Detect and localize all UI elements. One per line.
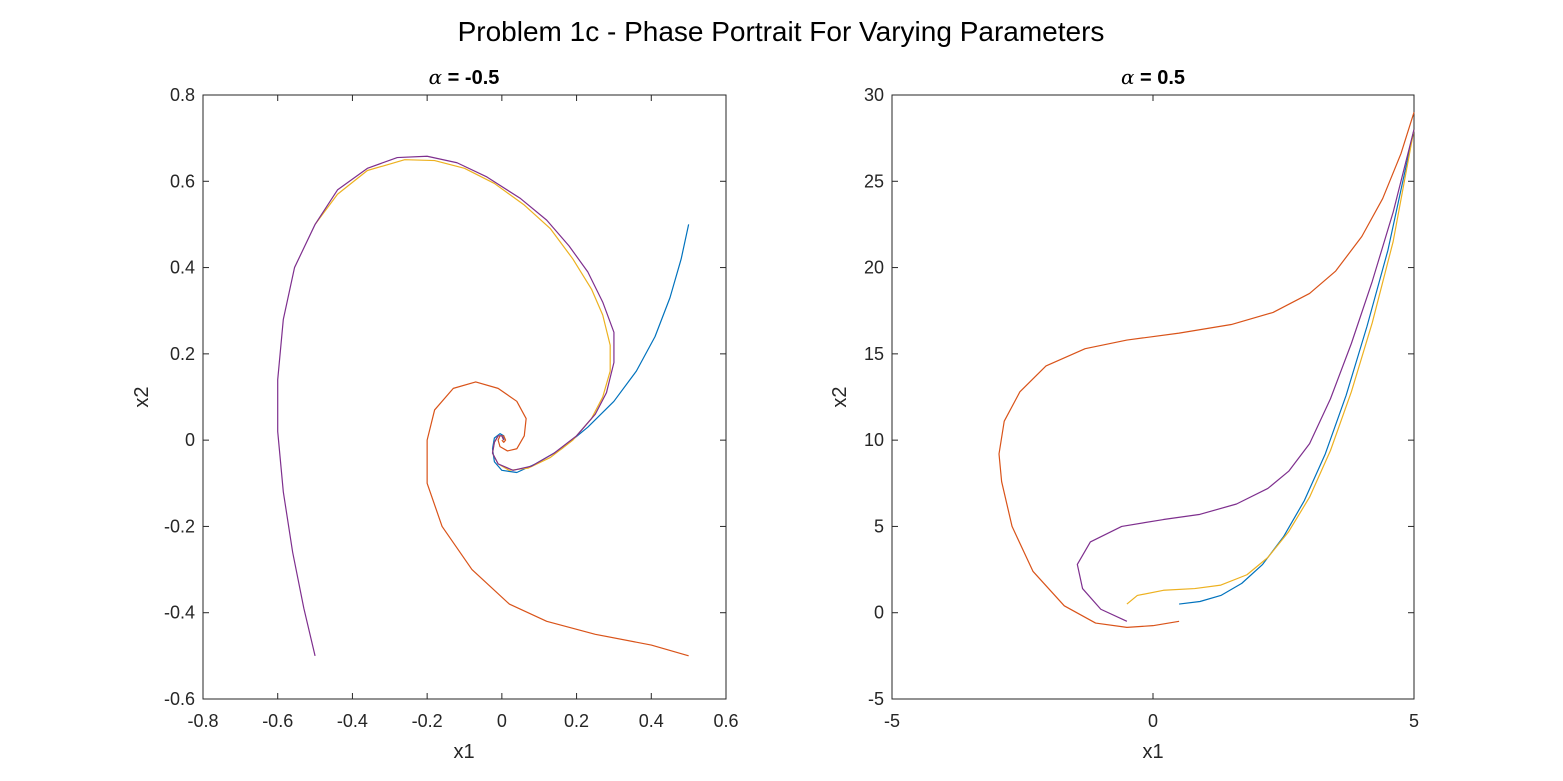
x-tick-label: -0.4 [337, 711, 368, 731]
y-tick-label: -0.6 [164, 689, 195, 709]
plot-area-right [891, 94, 1415, 700]
y-tick-label: 30 [864, 85, 884, 105]
x-tick-label: 0.6 [713, 711, 738, 731]
series-line-left-4 [277, 155, 615, 656]
y-axis-label-right: x2 [829, 386, 851, 407]
alpha-value: = -0.5 [442, 67, 499, 89]
y-tick-label: 20 [864, 258, 884, 278]
x-tick-label: 0.2 [564, 711, 589, 731]
axes-title-left: α = -0.5 [429, 65, 500, 89]
y-tick-label: 0.8 [170, 85, 195, 105]
x-tick-label: -5 [884, 711, 900, 731]
figure-title: Problem 1c - Phase Portrait For Varying … [458, 16, 1105, 47]
y-tick-label: 25 [864, 171, 884, 191]
alpha-symbol: α [429, 65, 443, 89]
series-right [998, 112, 1415, 628]
x-tick-label: 0 [497, 711, 507, 731]
x-tick-label: -0.6 [262, 711, 293, 731]
axes-right: α = 0.5 -5 0 5 -5 0 5 10 15 20 25 30 x1 x2 [829, 65, 1419, 763]
alpha-value: = 0.5 [1134, 67, 1185, 89]
series-left [277, 155, 690, 657]
axes-left: α = -0.5 -0.8 -0.6 -0.4 -0.2 0 0.2 0.4 0.6-0.6-… [131, 65, 739, 763]
y-tick-label: 15 [864, 344, 884, 364]
y-tick-label: -5 [868, 689, 884, 709]
y-tick-label: -0.4 [164, 603, 195, 623]
x-tick-label: 5 [1409, 711, 1419, 731]
x-tick-label: 0.4 [639, 711, 664, 731]
y-tick-label: 0.6 [170, 171, 195, 191]
x-tick-label: 0 [1148, 711, 1158, 731]
x-tick-label: -0.8 [187, 711, 218, 731]
x-axis-label-left: x1 [453, 741, 474, 763]
series-line-right-3 [1126, 129, 1415, 605]
y-tick-label: 0 [185, 430, 195, 450]
series-line-right-1 [1179, 129, 1415, 605]
series-line-right-4 [1076, 129, 1415, 622]
alpha-symbol: α [1121, 65, 1135, 89]
ticks-left: -0.8 -0.6 -0.4 -0.2 0 0.2 0.4 0.6-0.6-0.4-0.200… [164, 85, 739, 731]
y-tick-label: 0.4 [170, 258, 195, 278]
x-tick-label: -0.2 [412, 711, 443, 731]
plot-area-left [202, 94, 727, 700]
y-axis-label-left: x2 [131, 386, 153, 407]
y-tick-label: 0.2 [170, 344, 195, 364]
x-axis-label-right: x1 [1142, 741, 1163, 763]
ticks-right: -5 0 5 -5 0 5 10 15 20 25 30 [864, 85, 1419, 731]
y-tick-label: -0.2 [164, 516, 195, 536]
y-tick-label: 10 [864, 430, 884, 450]
y-tick-label: 5 [874, 516, 884, 536]
y-tick-label: 0 [874, 603, 884, 623]
axes-title-right: α = 0.5 [1121, 65, 1185, 89]
series-line-right-2 [998, 112, 1415, 628]
